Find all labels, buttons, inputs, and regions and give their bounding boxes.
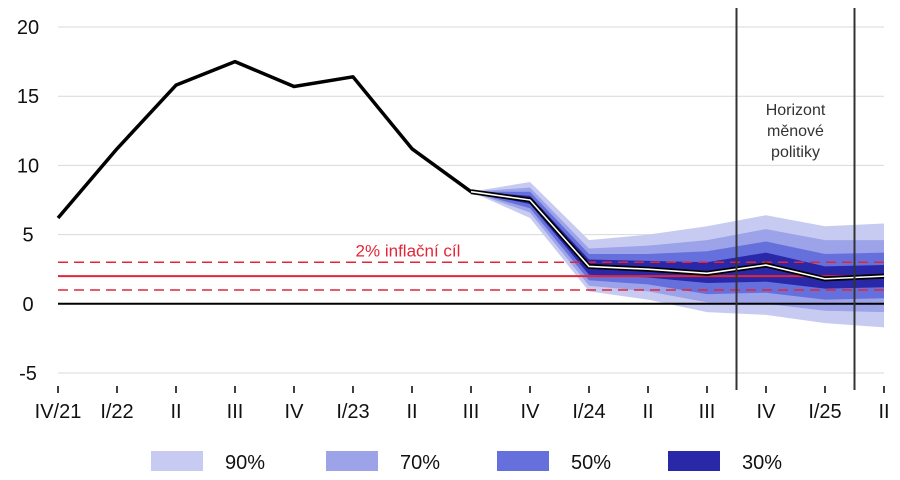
x-tick-label: I/23 bbox=[336, 401, 369, 423]
fan-bands bbox=[471, 182, 884, 328]
policy-horizon-label-line-3: politiky bbox=[771, 144, 820, 161]
x-tick-label: III bbox=[699, 401, 716, 423]
inflation-target-label: 2% inflační cíl bbox=[356, 241, 461, 260]
x-tick-label: IV bbox=[757, 401, 777, 423]
x-tick-label: I/24 bbox=[572, 401, 605, 423]
series-line bbox=[56, 59, 885, 282]
inflation-target bbox=[58, 261, 884, 291]
x-tick-label: IV/21 bbox=[35, 401, 82, 423]
x-tick-label: IV bbox=[285, 401, 305, 423]
y-tick-label: 15 bbox=[17, 86, 39, 108]
y-axis: -5 0 5 10 15 20 bbox=[17, 17, 39, 385]
y-tick-label: 20 bbox=[17, 17, 39, 39]
legend-swatch-70pct bbox=[326, 451, 378, 471]
y-tick-label: -5 bbox=[19, 363, 37, 385]
x-tick-label: II bbox=[642, 401, 653, 423]
legend-label: 70% bbox=[400, 452, 440, 474]
legend-label: 30% bbox=[742, 452, 782, 474]
legend-swatch-50pct bbox=[497, 451, 549, 471]
legend-label: 90% bbox=[225, 452, 265, 474]
policy-horizon: Horizont měnové politiky bbox=[735, 8, 856, 390]
policy-horizon-label-line-1: Horizont bbox=[766, 102, 826, 119]
x-tick-label: II bbox=[406, 401, 417, 423]
legend-swatch-30pct bbox=[668, 451, 720, 471]
y-tick-label: 5 bbox=[22, 225, 33, 247]
y-tick-label: 0 bbox=[22, 294, 33, 316]
fan-band-30pct bbox=[471, 191, 884, 289]
x-axis: IV/21 I/22 II III IV I/23 II III IV I/24 II III IV I/… bbox=[35, 386, 890, 423]
forecast-line-centre bbox=[470, 190, 885, 280]
y-tick-label: 10 bbox=[17, 155, 39, 177]
x-tick-label: III bbox=[463, 401, 480, 423]
x-tick-label: III bbox=[227, 401, 244, 423]
x-tick-label: I/25 bbox=[808, 401, 841, 423]
x-tick-label: II bbox=[878, 401, 889, 423]
grid-lines bbox=[58, 26, 884, 374]
x-tick-label: II bbox=[170, 401, 181, 423]
x-tick-label: I/22 bbox=[100, 401, 133, 423]
policy-horizon-label-line-2: měnové bbox=[767, 123, 824, 140]
x-tick-label: IV bbox=[521, 401, 541, 423]
legend: 90% 70% 50% 30% bbox=[151, 451, 782, 474]
legend-swatch-90pct bbox=[151, 451, 203, 471]
legend-label: 50% bbox=[571, 452, 611, 474]
